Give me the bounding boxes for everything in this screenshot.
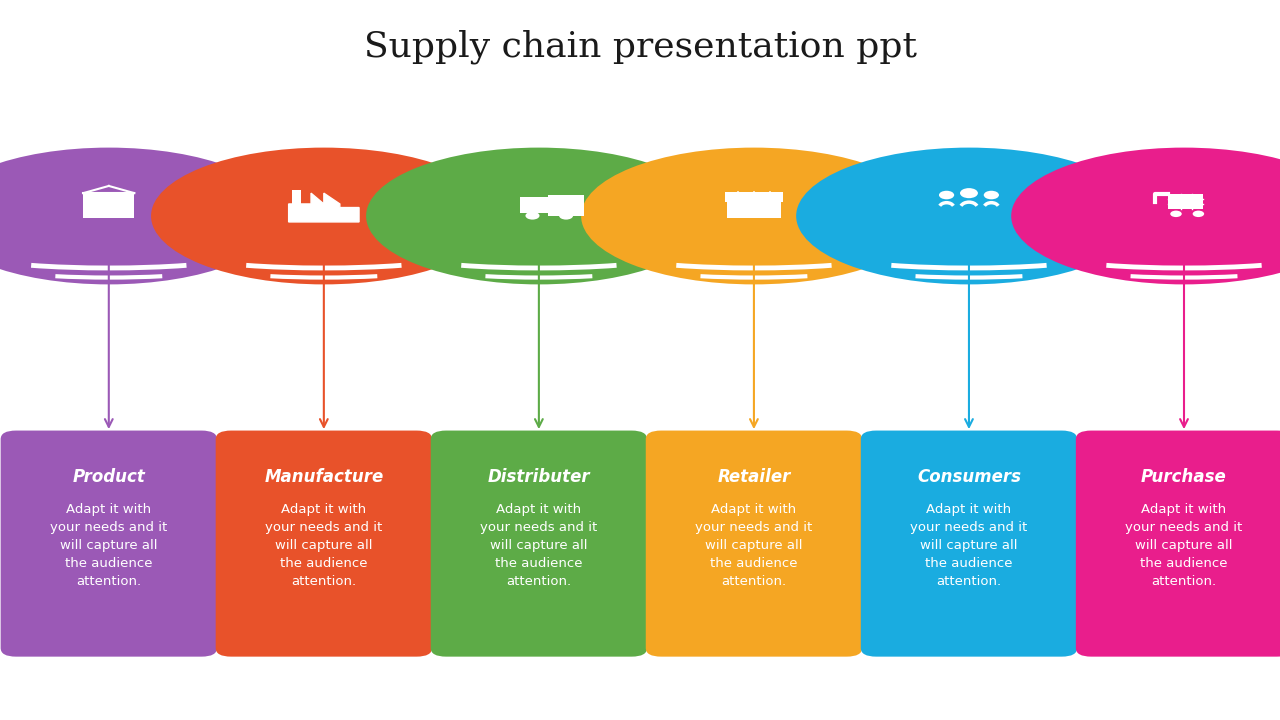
Text: Consumers: Consumers	[916, 468, 1021, 486]
Ellipse shape	[796, 148, 1142, 284]
FancyBboxPatch shape	[1169, 194, 1203, 210]
Ellipse shape	[151, 148, 497, 284]
FancyBboxPatch shape	[333, 209, 344, 217]
FancyBboxPatch shape	[549, 195, 584, 216]
FancyBboxPatch shape	[83, 193, 134, 218]
Text: Adapt it with
your needs and it
will capture all
the audience
attention.: Adapt it with your needs and it will cap…	[480, 503, 598, 588]
Text: Distributer: Distributer	[488, 468, 590, 486]
Ellipse shape	[366, 148, 712, 284]
Text: Purchase: Purchase	[1142, 468, 1226, 486]
FancyBboxPatch shape	[724, 192, 783, 202]
Circle shape	[1193, 210, 1204, 217]
Text: Adapt it with
your needs and it
will capture all
the audience
attention.: Adapt it with your needs and it will cap…	[50, 503, 168, 588]
Text: Adapt it with
your needs and it
will capture all
the audience
attention.: Adapt it with your needs and it will cap…	[910, 503, 1028, 588]
Ellipse shape	[581, 148, 927, 284]
FancyBboxPatch shape	[430, 431, 646, 657]
FancyBboxPatch shape	[296, 209, 306, 217]
FancyBboxPatch shape	[315, 209, 325, 217]
Polygon shape	[289, 193, 358, 222]
FancyBboxPatch shape	[727, 201, 781, 218]
FancyBboxPatch shape	[746, 207, 762, 218]
FancyBboxPatch shape	[292, 189, 302, 204]
Circle shape	[960, 188, 978, 198]
Circle shape	[526, 212, 540, 220]
FancyBboxPatch shape	[1076, 431, 1280, 657]
FancyBboxPatch shape	[1, 431, 216, 657]
Text: Supply chain presentation ppt: Supply chain presentation ppt	[364, 30, 916, 64]
Text: Manufacture: Manufacture	[264, 468, 384, 486]
Circle shape	[1170, 210, 1181, 217]
FancyBboxPatch shape	[860, 431, 1076, 657]
Circle shape	[984, 191, 998, 199]
Text: Adapt it with
your needs and it
will capture all
the audience
attention.: Adapt it with your needs and it will cap…	[1125, 503, 1243, 588]
Text: Retailer: Retailer	[717, 468, 791, 486]
FancyBboxPatch shape	[520, 197, 573, 213]
Text: Adapt it with
your needs and it
will capture all
the audience
attention.: Adapt it with your needs and it will cap…	[695, 503, 813, 588]
Ellipse shape	[1011, 148, 1280, 284]
FancyBboxPatch shape	[646, 431, 863, 657]
Circle shape	[559, 212, 573, 220]
Ellipse shape	[0, 148, 282, 284]
Text: Adapt it with
your needs and it
will capture all
the audience
attention.: Adapt it with your needs and it will cap…	[265, 503, 383, 588]
Text: Product: Product	[73, 468, 145, 486]
FancyBboxPatch shape	[215, 431, 431, 657]
Circle shape	[940, 191, 954, 199]
